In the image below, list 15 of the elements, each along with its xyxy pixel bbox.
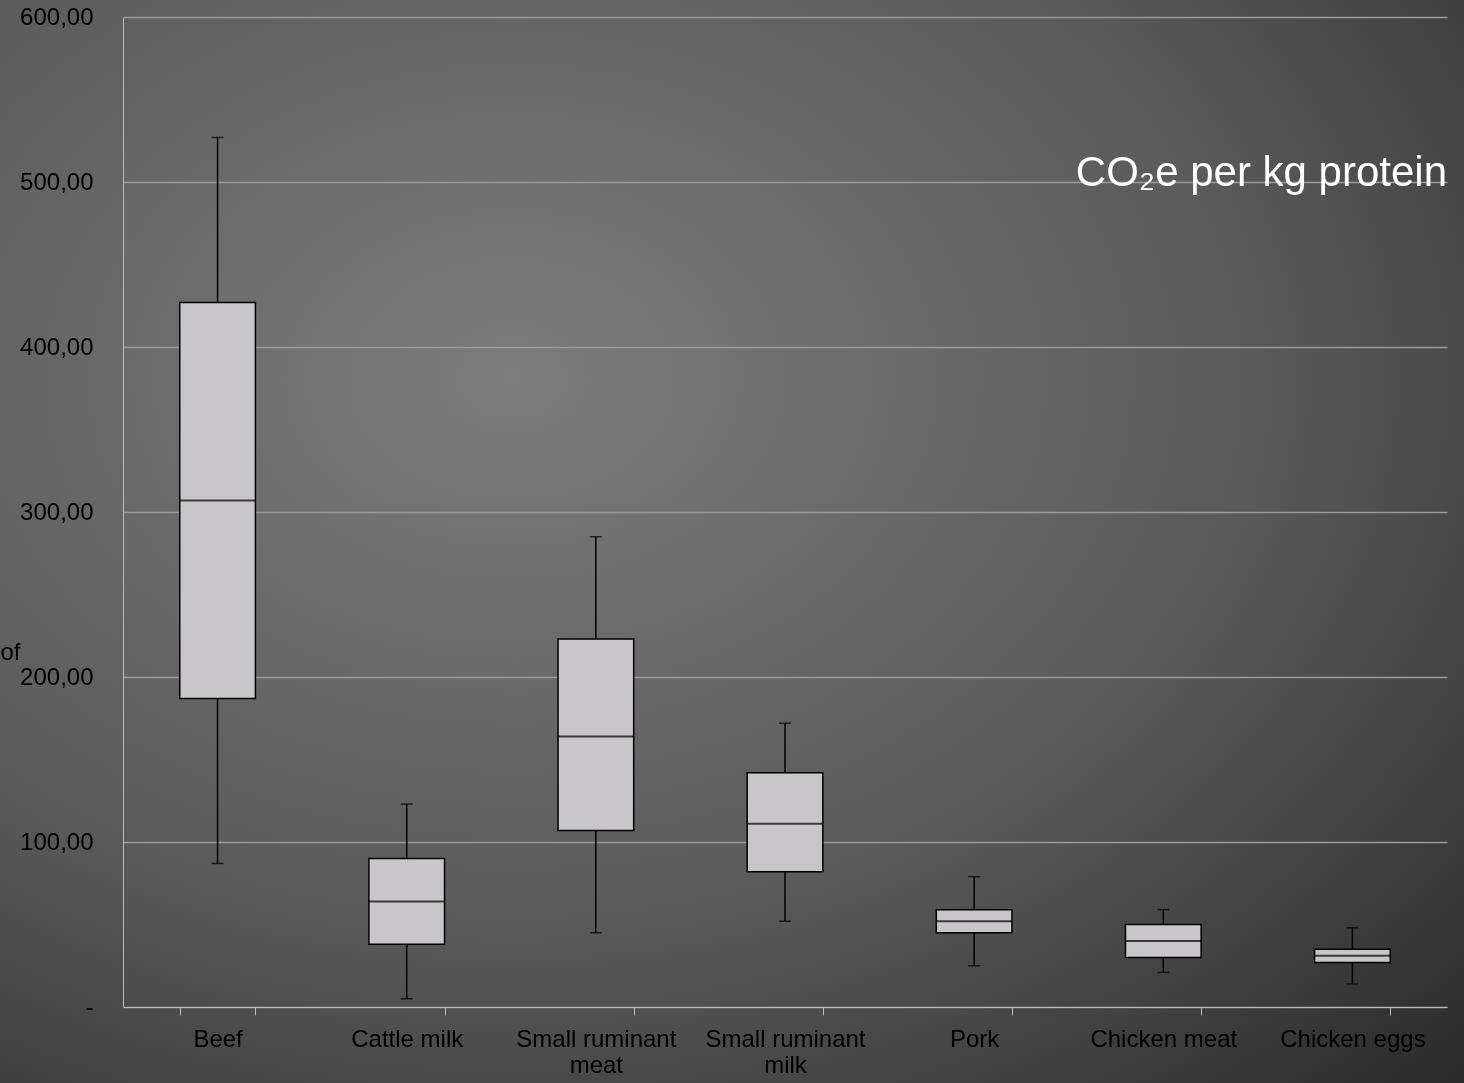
y-tick-label: 400,00 xyxy=(20,332,94,360)
y-tick-label: 600,00 xyxy=(20,2,94,30)
x-tick-label: Small ruminant milk xyxy=(705,1024,866,1078)
x-tick-label: Pork xyxy=(949,1024,1001,1052)
y-tick-label: 300,00 xyxy=(20,497,94,525)
x-tick-label: Chicken meat xyxy=(1090,1024,1238,1052)
y-tick-label: - xyxy=(85,992,94,1020)
y-axis-title: of xyxy=(0,637,21,665)
x-tick-label: Beef xyxy=(193,1024,244,1052)
x-tick-label: Small ruminant meat xyxy=(516,1024,677,1078)
y-tick-label: 500,00 xyxy=(20,167,94,195)
y-tick-label: 100,00 xyxy=(20,827,94,855)
text: CO₂e per kg protein xyxy=(1075,148,1447,195)
y-tick-label: 200,00 xyxy=(20,662,94,690)
x-tick-label: Cattle milk xyxy=(351,1024,465,1052)
